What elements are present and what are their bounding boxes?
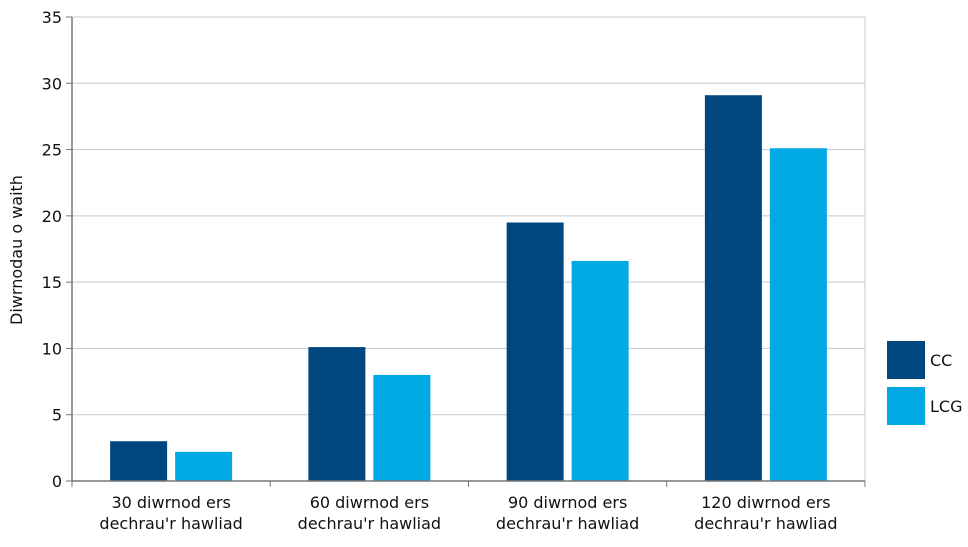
x-category-label: dechrau'r hawliad	[694, 514, 837, 533]
legend-swatch-lcg	[887, 387, 925, 425]
y-tick-labels: 0 5 10 15 20 25 30 35	[42, 8, 62, 491]
bar-cc-2	[308, 347, 366, 481]
x-category-labels: 30 diwrnod ers dechrau'r hawliad 60 diwrno…	[99, 493, 837, 533]
legend: CC LCG	[887, 341, 962, 425]
x-category-label: 90 diwrnod ers	[508, 493, 627, 512]
x-category-label: dechrau'r hawliad	[99, 514, 242, 533]
gridlines	[72, 16, 866, 481]
y-tick-label: 5	[52, 406, 62, 425]
y-axis-title: Diwrnodau o waith	[7, 175, 26, 325]
y-tick-label: 30	[42, 74, 62, 93]
y-tick-label: 25	[42, 141, 62, 160]
legend-swatch-cc	[887, 341, 925, 379]
bar-lcg-3	[571, 260, 629, 481]
y-tick-label: 15	[42, 273, 62, 292]
axes	[66, 16, 866, 487]
legend-label-lcg: LCG	[930, 397, 962, 416]
y-tick-label: 35	[42, 8, 62, 27]
bar-lcg-2	[373, 374, 431, 481]
bar-lcg-4	[769, 148, 827, 481]
bar-cc-3	[506, 222, 564, 481]
x-category-label: 30 diwrnod ers	[111, 493, 230, 512]
y-tick-label: 10	[42, 339, 62, 358]
bar-cc-1	[110, 441, 168, 481]
x-category-label: 60 diwrnod ers	[310, 493, 429, 512]
bars	[110, 95, 827, 482]
bar-lcg-1	[175, 451, 233, 481]
legend-label-cc: CC	[930, 351, 952, 370]
x-category-label: dechrau'r hawliad	[298, 514, 441, 533]
x-category-label: dechrau'r hawliad	[496, 514, 639, 533]
y-tick-label: 20	[42, 207, 62, 226]
x-category-label: 120 diwrnod ers	[701, 493, 831, 512]
y-tick-label: 0	[52, 472, 62, 491]
bar-cc-4	[704, 95, 762, 482]
